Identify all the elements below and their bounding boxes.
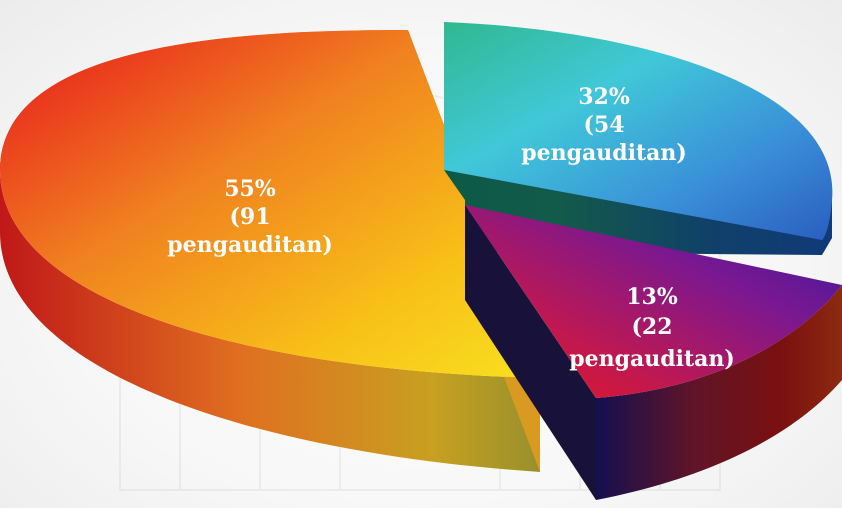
slice-2-label-unit: pengauditan) (521, 140, 687, 166)
slice-3-outer-side (596, 285, 842, 500)
slice-1-label-unit: pengauditan) (167, 232, 333, 258)
slice-1-label-percent: 55% (224, 176, 276, 202)
slice-3-top (465, 205, 842, 398)
pie-slice-2: 32% (54 pengauditan) (444, 22, 833, 255)
slice-2-top (444, 22, 833, 240)
slice-3-inner-side (465, 205, 596, 500)
slice-3-label-count: (22 (631, 314, 672, 340)
slice-2-label-percent: 32% (578, 84, 630, 110)
slice-1-outer-side (0, 30, 540, 472)
slice-3-label-percent: 13% (626, 284, 678, 310)
pie-slice-3: 13% (22 pengauditan) (465, 205, 842, 500)
slice-1-top (0, 30, 540, 378)
slice-1-label-count: (91 (229, 204, 270, 230)
slice-3-label-unit: pengauditan) (569, 346, 735, 372)
slice-2-label-count: (54 (583, 112, 624, 138)
